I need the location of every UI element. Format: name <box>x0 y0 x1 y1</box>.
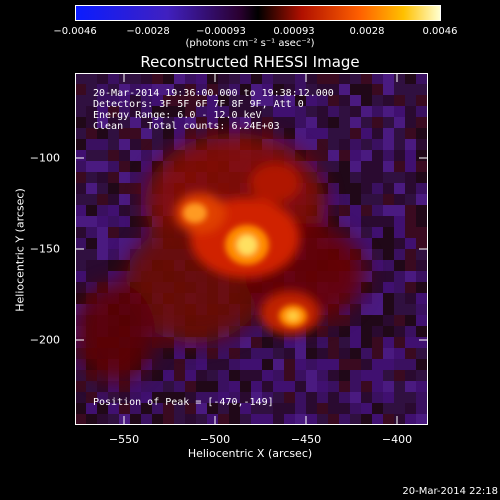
colorbar-tick-labels: −0.0046 −0.0028 −0.00093 0.00093 0.0028 … <box>0 26 500 38</box>
clean-counts-text: Clean Total counts: 6.24E+03 <box>93 121 280 132</box>
y-tick-label: −200 <box>29 333 60 347</box>
colorbar-tick-label: −0.0028 <box>126 26 170 37</box>
y-tick-label: −100 <box>29 151 60 165</box>
colorbar-tick-label: 0.0028 <box>349 26 385 37</box>
x-tick-label: −500 <box>199 433 231 446</box>
colorbar <box>75 5 441 21</box>
energy-range-text: Energy Range: 6.0 - 12.0 keV <box>93 110 262 121</box>
detectors-text: Detectors: 3F 5F 6F 7F 8F 9F, Att 0 <box>93 99 304 110</box>
peak-position-text: Position of Peak = [-470,-149] <box>93 397 274 408</box>
x-tick-label: −400 <box>381 433 413 446</box>
colorbar-tick-label: 0.00093 <box>273 26 315 37</box>
colorbar-tick-label: −0.0046 <box>53 26 97 37</box>
image-title: Reconstructed RHESSI Image <box>140 53 360 71</box>
footer-timestamp: 20-Mar-2014 22:18 <box>402 486 498 497</box>
y-axis-title: Heliocentric Y (arcsec) <box>13 188 27 312</box>
x-axis-title: Heliocentric X (arcsec) <box>187 447 313 460</box>
time-range-text: 20-Mar-2014 19:36:00.000 to 19:38:12.000 <box>93 88 334 99</box>
colorbar-units: (photons cm⁻² s⁻¹ asec⁻²) <box>185 38 315 49</box>
colorbar-tick-label: 0.0046 <box>422 26 458 37</box>
x-tick-label: −550 <box>108 433 140 446</box>
rhessi-image <box>75 73 428 425</box>
colorbar-tick-label: −0.00093 <box>196 26 246 37</box>
y-tick-label: −150 <box>29 242 60 256</box>
x-tick-label: −450 <box>290 433 322 446</box>
